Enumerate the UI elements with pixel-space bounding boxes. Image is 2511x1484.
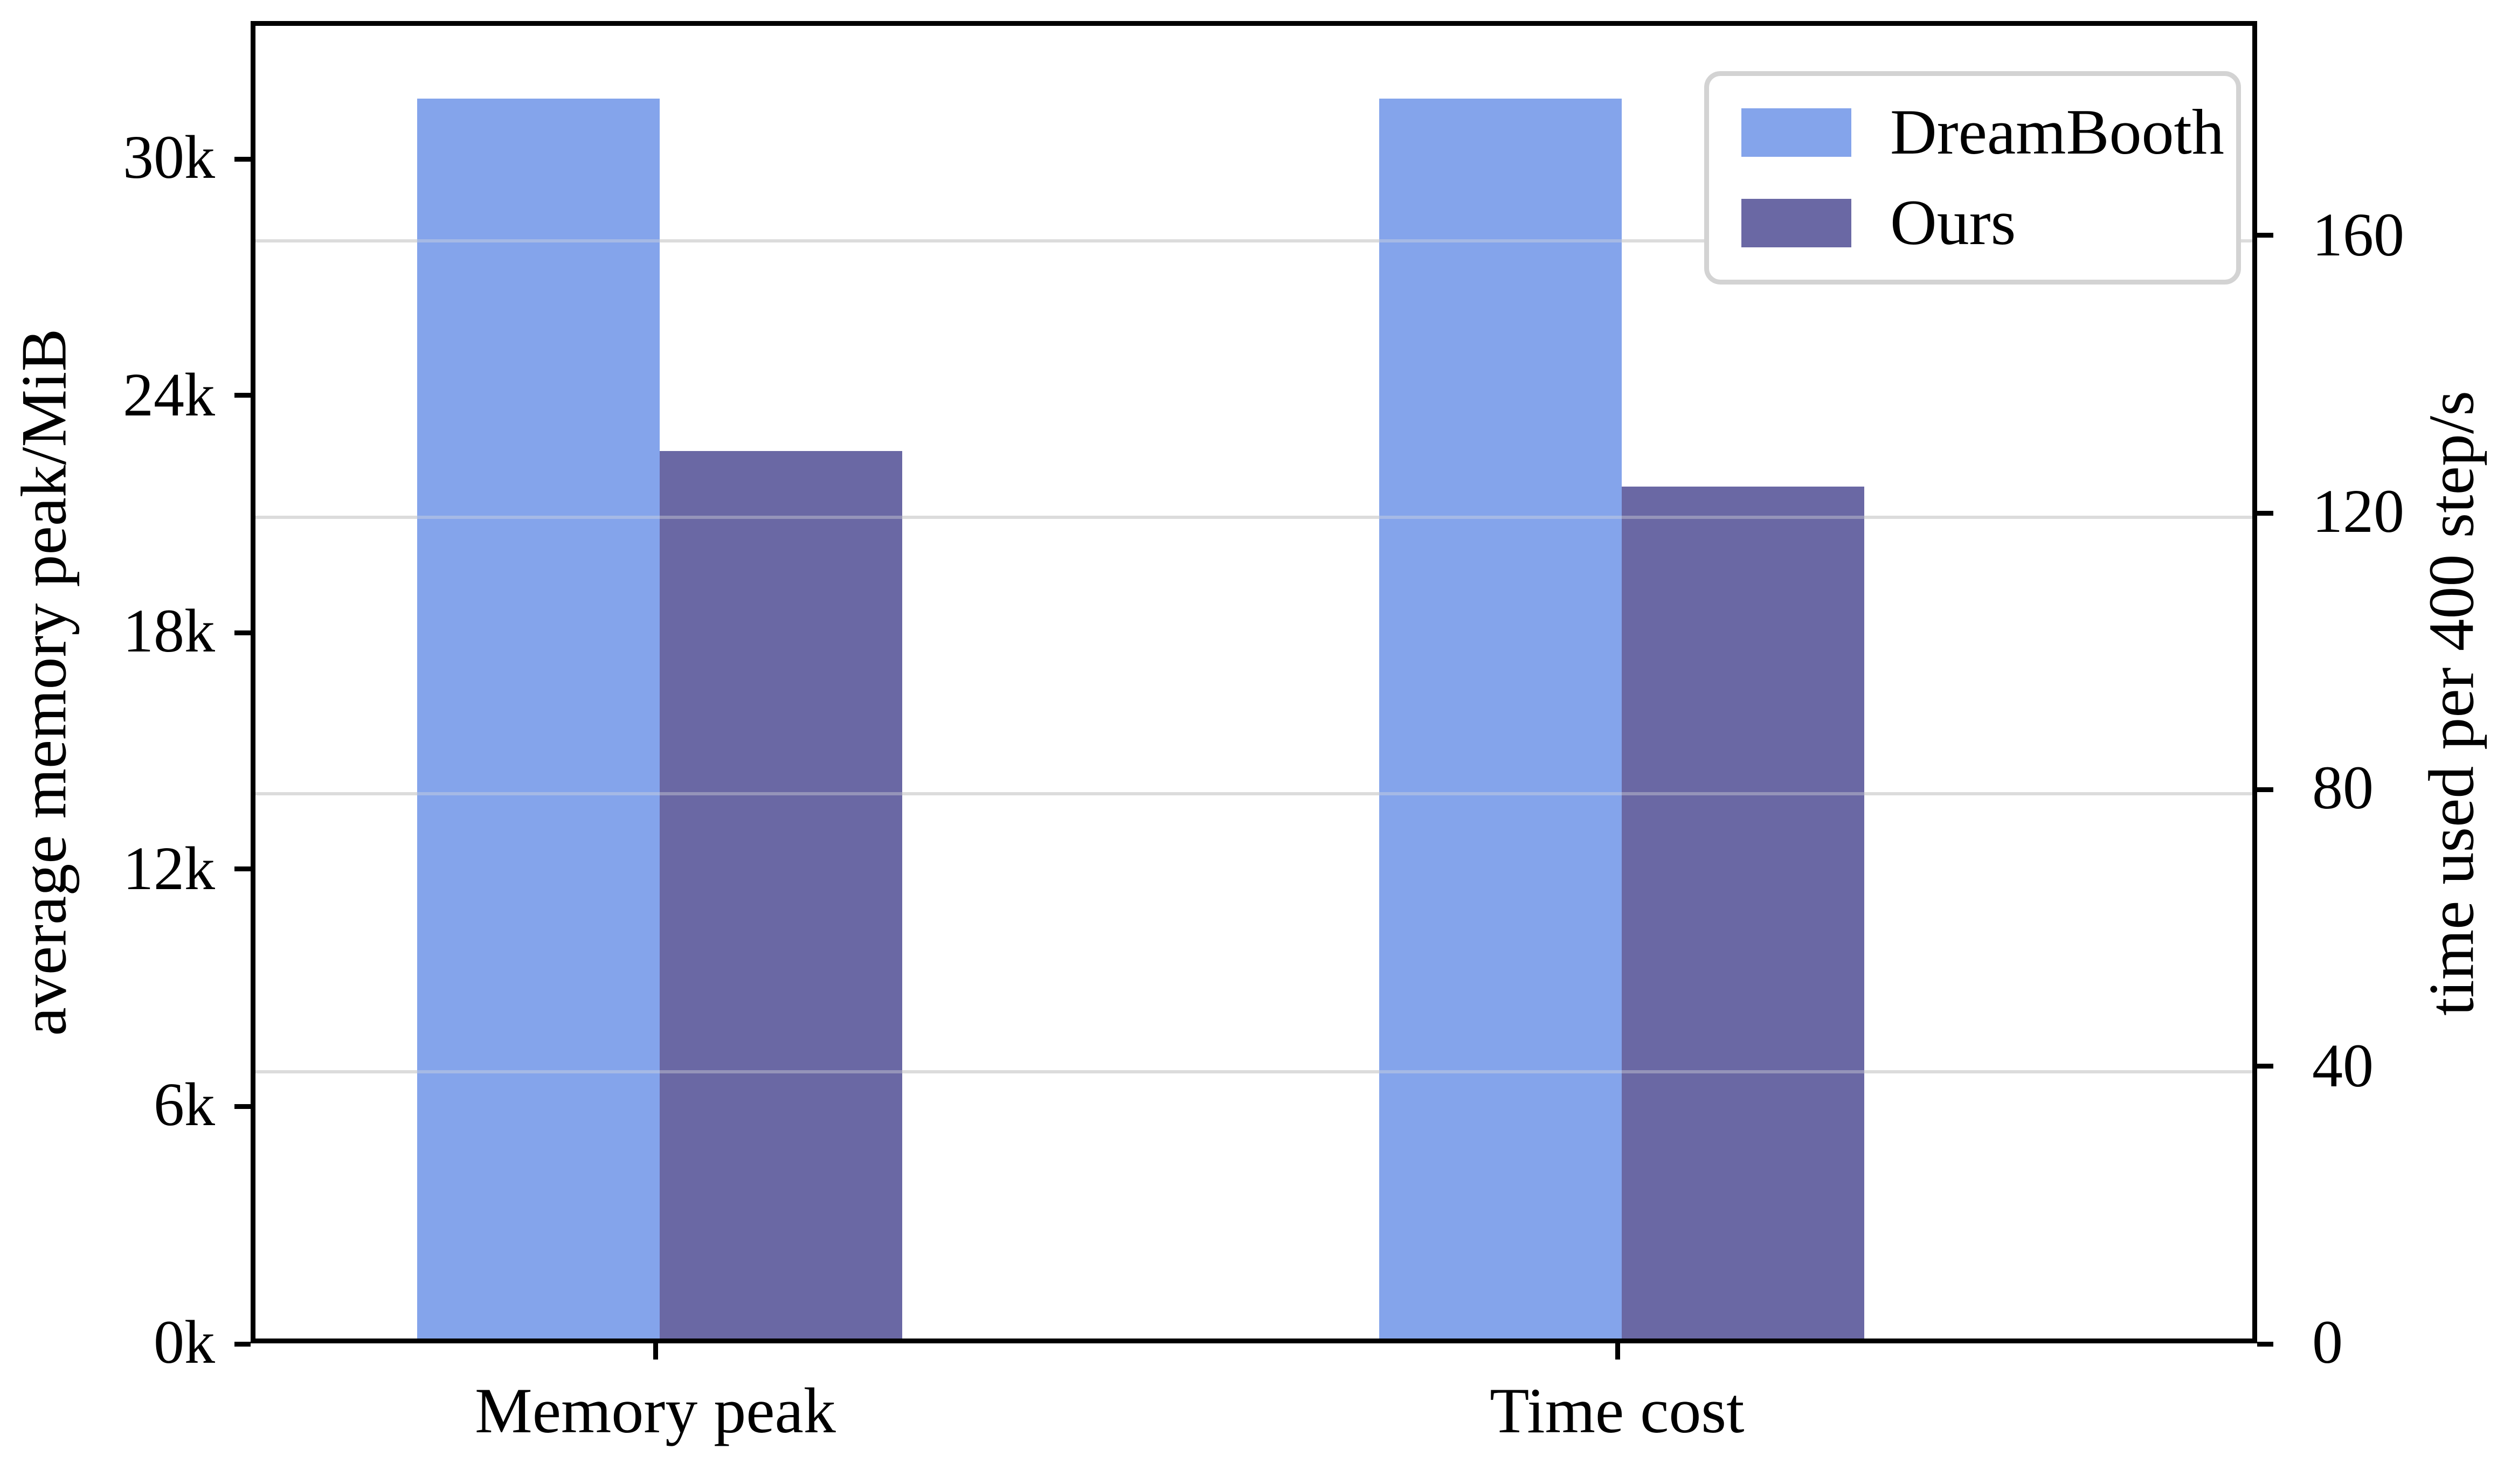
left-axis-tick-label-6k: 6k bbox=[154, 1072, 215, 1141]
x-axis-tick-memory-peak bbox=[653, 1343, 658, 1360]
left-axis-tick-24k bbox=[234, 393, 251, 399]
legend: DreamBooth Ours bbox=[1704, 71, 2241, 285]
left-axis-tick-label-18k: 18k bbox=[123, 599, 215, 667]
left-axis-tick-label-0k: 0k bbox=[154, 1309, 215, 1377]
gridlines-overlay-layer bbox=[255, 26, 2252, 1339]
legend-swatch-dreambooth bbox=[1741, 108, 1851, 157]
right-axis-tick-80 bbox=[2257, 787, 2273, 792]
right-axis-tick-40 bbox=[2257, 1064, 2273, 1069]
gridline-overlay-160 bbox=[255, 239, 2252, 242]
x-axis-tick-label-time-cost: Time cost bbox=[1490, 1374, 1745, 1447]
left-axis-tick-label-12k: 12k bbox=[123, 835, 215, 904]
gridline-overlay-80 bbox=[255, 793, 2252, 796]
legend-label-ours: Ours bbox=[1890, 186, 2016, 259]
legend-swatch-ours bbox=[1741, 199, 1851, 247]
gridlines-layer bbox=[255, 26, 2252, 1339]
left-axis-tick-0k bbox=[234, 1341, 251, 1346]
right-axis-tick-label-80: 80 bbox=[2312, 755, 2374, 824]
right-axis-tick-label-0: 0 bbox=[2312, 1309, 2343, 1377]
gridline-160 bbox=[255, 239, 2252, 242]
right-axis-tick-0 bbox=[2257, 1341, 2273, 1346]
x-axis-tick-label-memory-peak: Memory peak bbox=[474, 1374, 836, 1447]
right-axis-tick-label-160: 160 bbox=[2312, 202, 2404, 270]
right-axis-title: time used per 400 step/s bbox=[2415, 391, 2488, 1016]
right-axis-tick-160 bbox=[2257, 233, 2273, 238]
legend-item-dreambooth: DreamBooth bbox=[1741, 95, 2224, 170]
x-axis-tick-time-cost bbox=[1614, 1343, 1620, 1360]
bar-ours-time-cost bbox=[1622, 487, 1865, 1339]
right-axis-tick-120 bbox=[2257, 510, 2273, 515]
bar-ours-memory-peak bbox=[660, 450, 903, 1339]
bar-dreambooth-memory-peak bbox=[417, 99, 660, 1339]
left-axis-tick-label-30k: 30k bbox=[123, 125, 215, 193]
gridline-overlay-40 bbox=[255, 1070, 2252, 1073]
left-axis-tick-30k bbox=[234, 156, 251, 162]
right-axis-tick-label-40: 40 bbox=[2312, 1032, 2374, 1101]
right-axis-tick-label-120: 120 bbox=[2312, 479, 2404, 547]
legend-item-ours: Ours bbox=[1741, 186, 2204, 260]
left-axis-title: average memory peak/MiB bbox=[7, 328, 80, 1036]
bars-layer bbox=[255, 26, 2252, 1339]
left-axis-tick-12k bbox=[234, 867, 251, 872]
left-axis-tick-18k bbox=[234, 630, 251, 635]
gridline-overlay-120 bbox=[255, 516, 2252, 519]
bar-dreambooth-time-cost bbox=[1379, 99, 1622, 1339]
legend-label-dreambooth: DreamBooth bbox=[1890, 95, 2224, 168]
gridline-40 bbox=[255, 1070, 2252, 1073]
left-axis-tick-label-24k: 24k bbox=[123, 362, 215, 430]
gridline-120 bbox=[255, 516, 2252, 519]
left-axis-tick-6k bbox=[234, 1104, 251, 1109]
gridline-80 bbox=[255, 793, 2252, 796]
